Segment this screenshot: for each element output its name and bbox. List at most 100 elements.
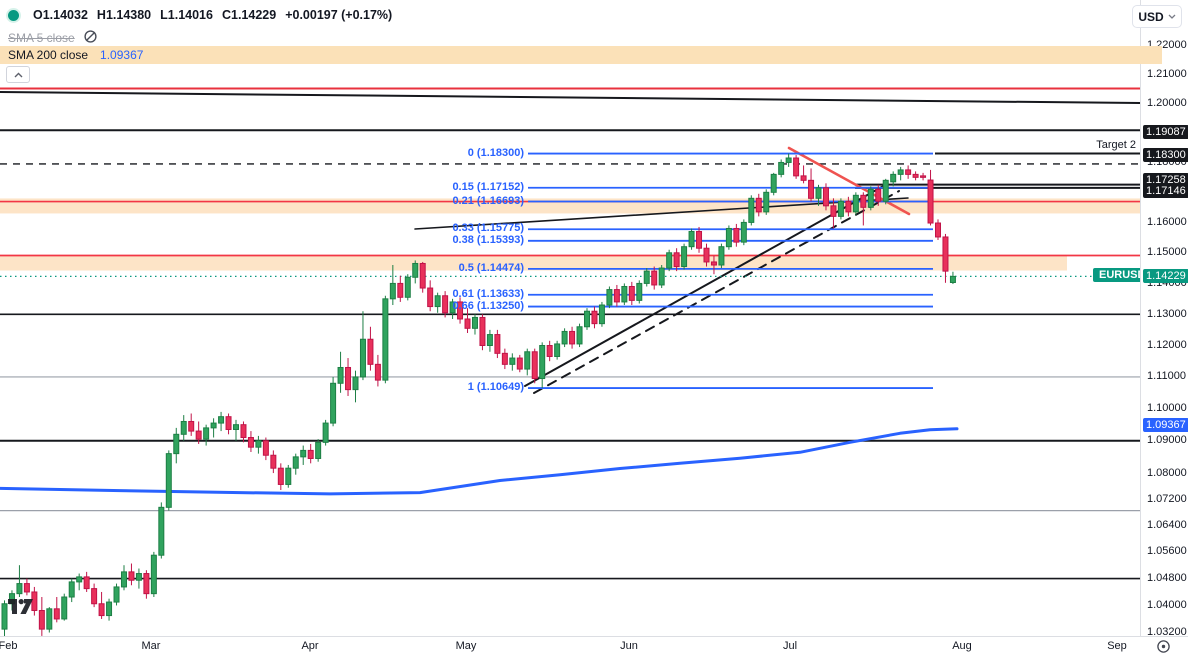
candle-body	[277, 467, 284, 485]
collapse-legend-button[interactable]	[6, 66, 30, 83]
candle-body	[91, 588, 98, 605]
candle-body	[845, 200, 852, 213]
candle-body	[815, 187, 822, 199]
visibility-off-icon[interactable]	[83, 29, 98, 47]
candle-body	[38, 609, 45, 630]
price-label-tag: 1.19087	[1143, 125, 1188, 139]
candle-body	[569, 330, 576, 345]
currency-label: USD	[1138, 9, 1164, 24]
candle-body	[755, 197, 762, 213]
month-label: May	[455, 640, 477, 652]
sma5-label: SMA 5 close	[8, 30, 75, 45]
candle-body	[666, 252, 673, 269]
ohlc-high: H1.14380	[96, 8, 152, 22]
price-tick: 1.03200	[1147, 626, 1187, 638]
sma200-line[interactable]	[0, 427, 959, 496]
month-label: Feb	[0, 640, 18, 652]
candle-body	[389, 282, 396, 300]
candle-body	[464, 318, 471, 329]
candle-body	[113, 586, 120, 603]
candle-body	[949, 275, 956, 283]
month-label: Apr	[301, 640, 319, 652]
candle-body	[285, 467, 292, 485]
candle-body	[233, 424, 240, 430]
candle-body	[591, 310, 598, 325]
support-resistance-zone	[0, 255, 1067, 271]
price-tick: 1.15000	[1147, 246, 1187, 258]
candle-body	[822, 187, 829, 207]
candle-body	[509, 357, 516, 365]
candle-body	[643, 270, 650, 284]
currency-selector[interactable]: USD	[1132, 5, 1182, 28]
candle-body	[703, 247, 710, 263]
candle-body	[143, 573, 150, 595]
candle-body	[404, 276, 411, 298]
candle-body	[382, 298, 389, 381]
candle-body	[367, 338, 374, 365]
candle-body	[397, 282, 404, 298]
sma200-label: SMA 200 close	[8, 48, 89, 62]
price-tick: 1.12000	[1147, 339, 1187, 351]
candle-body	[718, 246, 725, 266]
candle-body	[203, 427, 210, 440]
candle-body	[785, 157, 792, 163]
candle-body	[23, 583, 30, 593]
tradingview-logo-icon[interactable]	[7, 595, 34, 623]
candle-body	[247, 437, 254, 448]
candle-body	[270, 454, 277, 469]
candle-body	[882, 179, 889, 202]
candle-body	[494, 334, 501, 354]
candle-body	[479, 316, 486, 346]
sma200-legend-row[interactable]: SMA 200 close 1.09367	[0, 46, 1162, 64]
candle-body	[860, 194, 867, 208]
candle-body	[875, 188, 882, 202]
ohlc-legend-row[interactable]: O1.14032 H1.14380 L1.14016 C1.14229 +0.0…	[8, 6, 401, 24]
price-tick: 1.11000	[1147, 370, 1186, 382]
candle-body	[628, 285, 635, 301]
candle-body	[158, 506, 165, 556]
candle-body	[471, 316, 478, 329]
candle-body	[516, 357, 523, 370]
candle-body	[292, 456, 299, 469]
candle-body	[307, 449, 314, 459]
trend-line[interactable]	[0, 91, 1141, 104]
candle-body	[890, 173, 897, 183]
candle-body	[457, 301, 464, 320]
candle-body	[68, 581, 75, 598]
candle-body	[255, 440, 262, 448]
candle-body	[330, 382, 337, 424]
price-tick: 1.10000	[1147, 402, 1187, 414]
candle-body	[46, 608, 53, 630]
candle-body	[315, 441, 322, 459]
sma5-legend-row[interactable]: SMA 5 close	[8, 29, 98, 47]
candle-body	[195, 430, 202, 440]
price-tick: 1.04800	[1147, 572, 1187, 584]
candle-body	[613, 289, 620, 303]
axis-settings-icon[interactable]	[1156, 639, 1171, 656]
month-label: Jun	[620, 640, 638, 652]
trend-line[interactable]	[787, 146, 911, 216]
candle-body	[434, 295, 441, 308]
candle-body	[561, 330, 568, 345]
price-tick: 1.05600	[1147, 545, 1187, 557]
candle-body	[748, 197, 755, 223]
price-axis[interactable]: 1.22000 1.21000 1.20000 1.18000 1.16000 1.150…	[1140, 0, 1188, 638]
candle-body	[16, 583, 23, 595]
trend-line[interactable]	[533, 190, 900, 394]
candle-body	[800, 175, 807, 181]
candle-body	[808, 179, 815, 199]
candle-body	[539, 344, 546, 380]
candle-body	[128, 571, 135, 581]
candle-body	[180, 420, 187, 435]
trend-line[interactable]	[524, 183, 888, 387]
month-label: Sep	[1107, 640, 1127, 652]
candle-body	[225, 416, 232, 430]
time-axis[interactable]: Feb Mar Apr May Jun Jul Aug Sep	[0, 636, 1188, 656]
candle-body	[912, 173, 919, 178]
candle-body	[53, 608, 60, 620]
candle-body	[486, 334, 493, 346]
candle-body	[374, 363, 381, 381]
candle-body	[218, 416, 225, 424]
